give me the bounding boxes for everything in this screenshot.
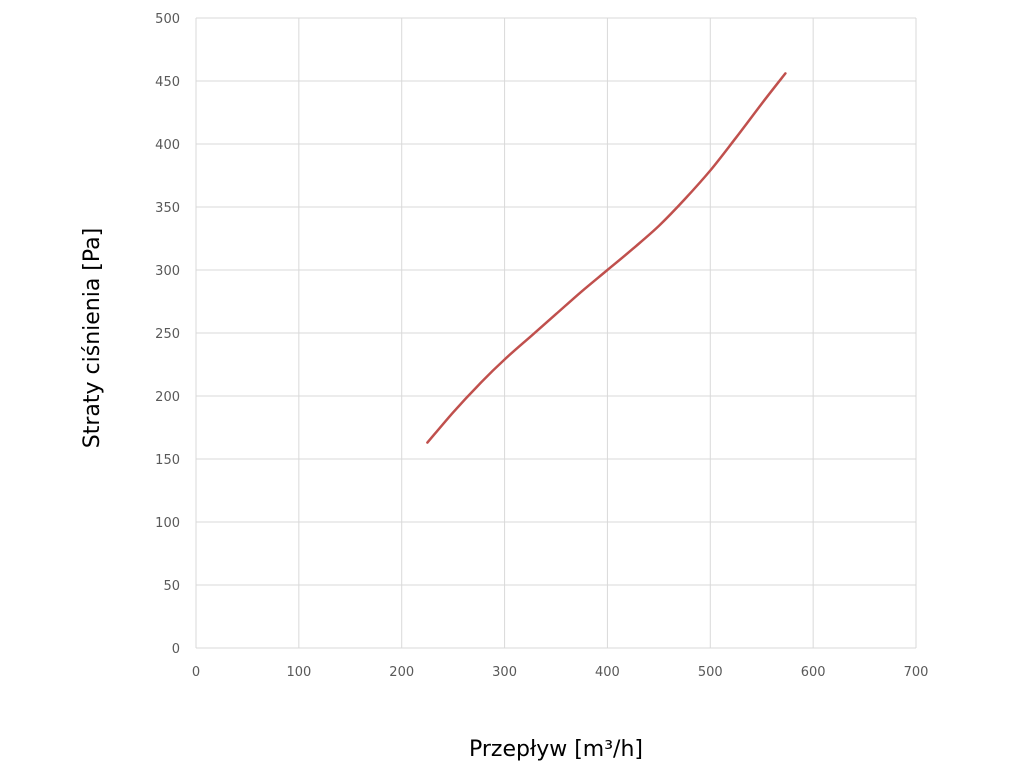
y-tick-label: 250 [155, 327, 180, 342]
x-tick-label: 0 [192, 665, 200, 680]
x-tick-label: 600 [801, 665, 826, 680]
x-tick-label: 400 [595, 665, 620, 680]
x-axis-ticks: 0 100 200 300 400 500 600 700 [192, 665, 929, 680]
y-tick-label: 100 [155, 516, 180, 531]
y-tick-label: 200 [155, 390, 180, 405]
y-axis-ticks: 0 50 100 150 200 250 300 350 400 450 500 [155, 12, 180, 657]
series-line [426, 72, 787, 444]
x-tick-label: 100 [286, 665, 311, 680]
y-tick-label: 0 [172, 642, 180, 657]
x-axis-title: Przepływ [m³/h] [469, 737, 643, 762]
y-tick-label: 500 [155, 12, 180, 27]
x-tick-label: 200 [389, 665, 414, 680]
grid [195, 17, 917, 649]
y-tick-label: 450 [155, 75, 180, 90]
y-tick-label: 400 [155, 138, 180, 153]
y-tick-label: 300 [155, 264, 180, 279]
y-axis-title: Straty ciśnienia [Pa] [80, 228, 105, 448]
x-tick-label: 300 [492, 665, 517, 680]
x-tick-label: 500 [698, 665, 723, 680]
y-tick-label: 50 [163, 579, 180, 594]
y-tick-label: 350 [155, 201, 180, 216]
x-tick-label: 700 [904, 665, 929, 680]
series-layer [426, 72, 787, 444]
y-tick-label: 150 [155, 453, 180, 468]
